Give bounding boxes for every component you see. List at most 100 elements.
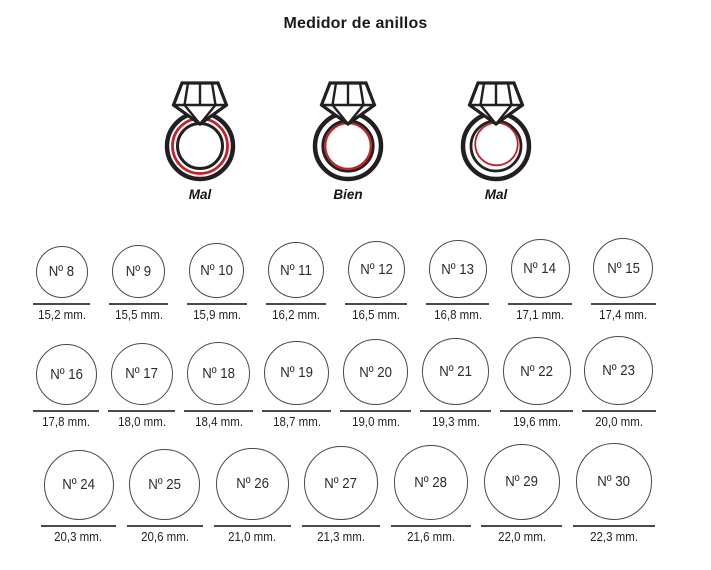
size-number: Nº 23: [602, 362, 636, 380]
measure-line: [265, 303, 327, 306]
fit-label-bad-1: Mal: [188, 187, 212, 202]
size-diameter-label: 16,2 mm.: [271, 308, 320, 323]
size-diameter-label: 22,0 mm.: [497, 529, 546, 544]
measure-line: [33, 410, 100, 413]
measure-line: [419, 410, 492, 413]
size-number: Nº 24: [62, 476, 95, 494]
measure-line: [426, 303, 490, 306]
size-cell: Nº 17 18,0 mm.: [108, 342, 176, 430]
size-chart: Nº 8 15,2 mm. Nº 9 15,5 mm. Nº 10 15,9 mm. Nº …: [0, 238, 711, 544]
measure-line: [213, 524, 292, 527]
size-number: Nº 15: [607, 259, 640, 277]
size-diameter-label: 20,3 mm.: [54, 529, 103, 544]
size-diameter-label: 21,6 mm.: [406, 529, 455, 544]
size-circle: Nº 23: [584, 336, 654, 406]
size-number: Nº 21: [439, 363, 473, 381]
size-cell: Nº 21 19,3 mm.: [419, 338, 492, 430]
size-circle: Nº 25: [129, 448, 201, 520]
size-cell: Nº 25 20,6 mm.: [126, 448, 203, 544]
measure-line: [184, 410, 253, 413]
size-cell: Nº 11 16,2 mm.: [265, 242, 327, 323]
size-row-1: Nº 8 15,2 mm. Nº 9 15,5 mm. Nº 10 15,9 mm. Nº …: [0, 238, 711, 322]
size-circle: Nº 27: [304, 446, 378, 520]
size-diameter-label: 21,3 mm.: [317, 529, 366, 544]
size-circle: Nº 18: [186, 341, 251, 406]
measure-line: [340, 410, 411, 413]
size-cell: Nº 12 16,5 mm.: [345, 241, 408, 322]
fit-label-good: Bien: [333, 187, 363, 202]
size-circle: Nº 10: [189, 243, 245, 299]
size-cell: Nº 19 18,7 mm.: [261, 340, 332, 429]
size-cell: Nº 30 22,3 mm.: [573, 443, 655, 544]
size-diameter-label: 19,0 mm.: [351, 415, 400, 430]
size-cell: Nº 10 15,9 mm.: [186, 243, 247, 322]
size-number: Nº 17: [125, 365, 159, 383]
size-cell: Nº 13 16,8 mm.: [426, 240, 490, 322]
size-diameter-label: 20,0 mm.: [595, 415, 643, 430]
size-cell: Nº 16 17,8 mm.: [33, 343, 100, 430]
size-number: Nº 30: [597, 472, 631, 490]
size-circle: Nº 11: [268, 242, 324, 299]
size-number: Nº 18: [202, 364, 236, 382]
size-diameter-label: 17,4 mm.: [599, 308, 648, 323]
diamond-icon: [319, 81, 377, 126]
size-diameter-label: 15,5 mm.: [114, 308, 163, 323]
measure-line: [500, 410, 574, 413]
size-number: Nº 27: [324, 474, 358, 492]
size-circle: Nº 20: [342, 339, 409, 406]
size-number: Nº 12: [359, 261, 393, 279]
diamond-ring-loose-icon: [460, 81, 532, 182]
size-cell: Nº 14 17,1 mm.: [508, 239, 573, 322]
size-number: Nº 28: [414, 474, 448, 492]
size-diameter-label: 22,3 mm.: [590, 529, 638, 544]
size-circle: Nº 24: [43, 449, 114, 520]
measure-line: [508, 303, 573, 306]
page-title: Medidor de anillos: [283, 15, 428, 32]
size-number: Nº 25: [148, 475, 182, 493]
size-number: Nº 29: [505, 473, 539, 491]
size-cell: Nº 9 15,5 mm.: [109, 244, 168, 323]
size-circle: Nº 21: [422, 338, 489, 406]
size-number: Nº 14: [523, 260, 557, 278]
size-circle: Nº 14: [510, 239, 570, 299]
size-diameter-label: 19,3 mm.: [431, 415, 480, 430]
size-circle: Nº 29: [483, 444, 560, 520]
size-diameter-label: 18,0 mm.: [117, 415, 166, 430]
measure-line: [41, 524, 117, 527]
diamond-ring-good-icon: [312, 81, 384, 182]
ring-sizer-page: Medidor de anillos: [0, 15, 711, 544]
size-cell: Nº 18 18,4 mm.: [184, 341, 253, 429]
size-circle: Nº 9: [111, 244, 166, 299]
size-diameter-label: 19,6 mm.: [512, 415, 561, 430]
size-diameter-label: 15,2 mm.: [37, 308, 86, 323]
measure-line: [109, 303, 168, 306]
size-circle: Nº 28: [393, 445, 469, 520]
size-cell: Nº 26 21,0 mm.: [213, 447, 292, 544]
fit-guide: Mal Bien: [150, 53, 711, 202]
size-number: Nº 8: [49, 263, 75, 281]
measure-line: [345, 303, 408, 306]
size-cell: Nº 15 17,4 mm.: [590, 238, 656, 323]
size-number: Nº 13: [441, 260, 474, 278]
size-cell: Nº 24 20,3 mm.: [41, 449, 117, 544]
ring-example-loose: Mal: [446, 53, 546, 202]
measure-line: [301, 524, 381, 527]
fit-label-bad-2: Mal: [484, 187, 508, 202]
size-diameter-label: 17,8 mm.: [42, 415, 91, 430]
measure-line: [581, 410, 656, 413]
size-cell: Nº 23 20,0 mm.: [581, 336, 656, 430]
size-circle: Nº 17: [110, 342, 173, 406]
size-circle: Nº 22: [502, 337, 571, 406]
diamond-icon: [171, 81, 229, 126]
size-cell: Nº 8 15,2 mm.: [33, 245, 91, 323]
diamond-icon: [467, 81, 525, 126]
size-diameter-label: 21,0 mm.: [228, 529, 277, 544]
measure-line: [33, 303, 91, 306]
size-number: Nº 22: [520, 362, 554, 380]
size-circle: Nº 13: [428, 240, 487, 299]
measure-line: [573, 524, 655, 527]
size-circle: Nº 8: [35, 245, 88, 299]
size-number: Nº 9: [125, 262, 152, 280]
size-cell: Nº 27 21,3 mm.: [301, 446, 381, 544]
diamond-ring-tight-icon: [164, 81, 236, 182]
